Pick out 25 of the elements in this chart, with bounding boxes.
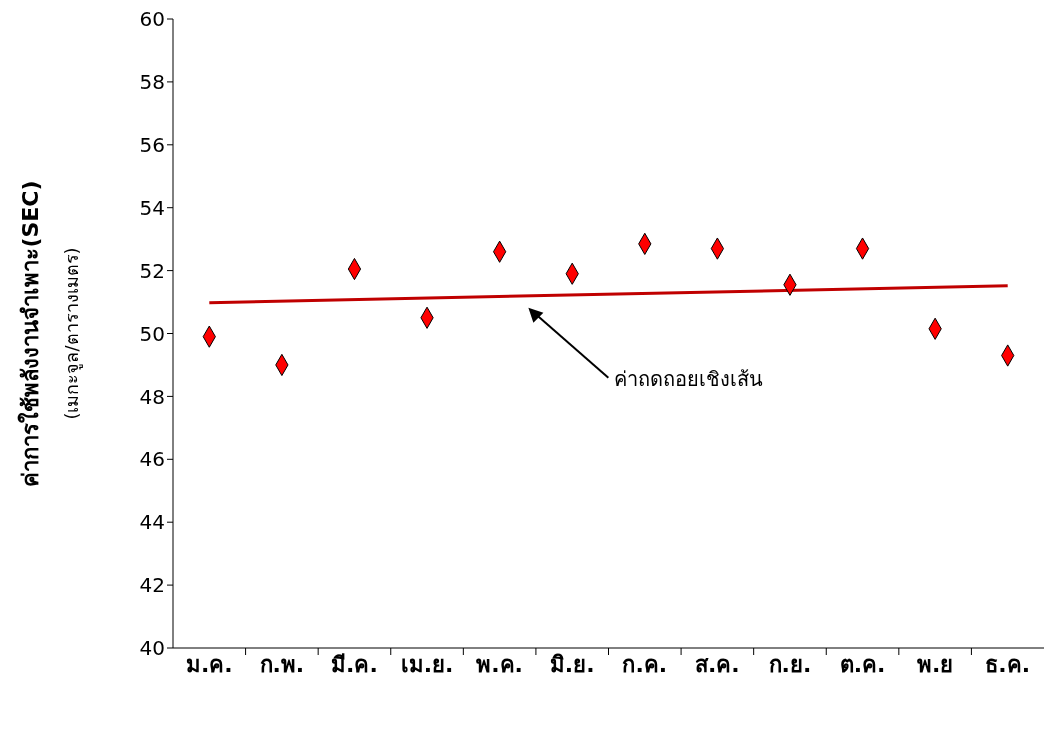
x-tick-label: ก.ย.: [768, 651, 812, 677]
y-tick-label: 42: [139, 573, 165, 598]
y-tick-label: 46: [139, 447, 165, 472]
x-tick-label: มี.ค.: [331, 651, 378, 677]
x-tick-label: พ.ย: [916, 651, 954, 677]
y-tick-label: 56: [139, 132, 165, 157]
x-tick-label: ก.ค.: [622, 651, 668, 677]
x-tick-label: ต.ค.: [839, 651, 886, 677]
y-axis-title: ค่าการใช้พลังงานจำเพาะ(SEC) (เมกะจูล/ตารางเมตร): [17, 180, 83, 487]
x-tick-label: เม.ย.: [400, 651, 454, 677]
x-tick-label: ก.พ.: [259, 651, 305, 677]
x-tick-label: พ.ค.: [476, 651, 523, 677]
x-tick-label: ธ.ค.: [985, 651, 1031, 677]
y-tick-label: 60: [139, 7, 165, 32]
y-tick-label: 58: [139, 70, 165, 94]
x-tick-label: มิ.ย.: [549, 651, 595, 677]
y-tick-label: 40: [139, 636, 165, 661]
y-tick-label: 54: [139, 195, 165, 220]
x-tick-label: ม.ค.: [185, 651, 233, 677]
y-tick-label: 50: [139, 321, 165, 346]
annotation: ค่าถดถอยเชิงเส้น: [614, 366, 764, 391]
y-tick-label: 52: [139, 258, 165, 283]
y-tick-label: 48: [139, 384, 165, 409]
x-tick-label: ส.ค.: [695, 651, 740, 677]
y-tick-label: 44: [139, 510, 165, 535]
